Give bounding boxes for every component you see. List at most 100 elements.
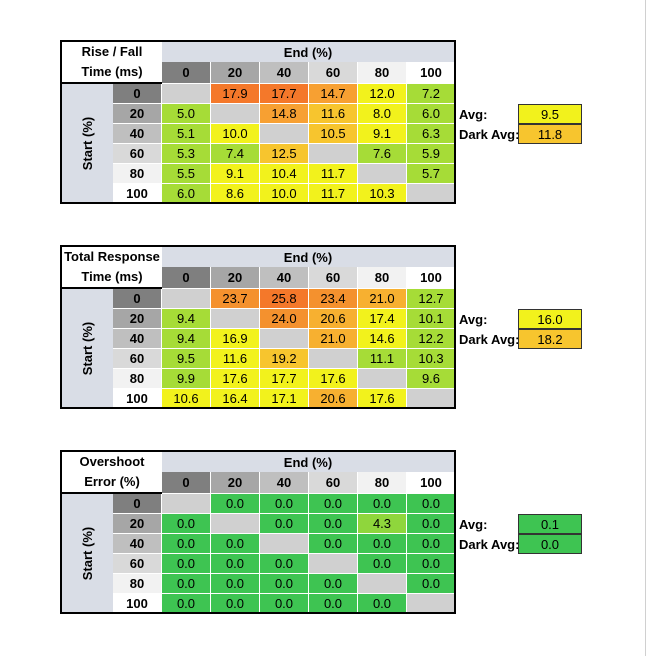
heatmap-table-1: Total Response Time (ms) End (%) 0 20 40 60 80 1… bbox=[60, 245, 582, 415]
heatmap-cell: 10.6 bbox=[162, 389, 211, 409]
heatmap-cell: 0.0 bbox=[260, 494, 309, 514]
row-header-0: 0 bbox=[113, 84, 162, 104]
heatmap-cell: 0.0 bbox=[211, 534, 260, 554]
row-header-80: 80 bbox=[113, 574, 162, 594]
row-header-100: 100 bbox=[113, 594, 162, 614]
heatmap-cell: 0.0 bbox=[309, 574, 358, 594]
column-header-40: 40 bbox=[260, 267, 309, 289]
heatmap-table-2: Overshoot Error (%) End (%) 0 20 40 60 80 100 Sta… bbox=[60, 450, 582, 620]
dark-avg-value: 11.8 bbox=[518, 124, 582, 144]
heatmap-cell: 5.5 bbox=[162, 164, 211, 184]
heatmap-cell: 6.0 bbox=[162, 184, 211, 204]
heatmap-cell bbox=[162, 84, 211, 104]
row-header-100: 100 bbox=[113, 389, 162, 409]
row-header-0: 0 bbox=[113, 494, 162, 514]
heatmap-cell: 0.0 bbox=[309, 534, 358, 554]
heatmap-cell: 17.1 bbox=[260, 389, 309, 409]
heatmap-cell: 11.7 bbox=[309, 184, 358, 204]
heatmap-cell: 0.0 bbox=[162, 534, 211, 554]
heatmap-cell bbox=[211, 514, 260, 534]
heatmap-cell: 20.6 bbox=[309, 309, 358, 329]
heatmap-cell: 17.6 bbox=[358, 389, 407, 409]
heatmap-cell: 17.6 bbox=[309, 369, 358, 389]
column-header-80: 80 bbox=[358, 472, 407, 494]
heatmap-cell: 24.0 bbox=[260, 309, 309, 329]
heatmap-cell: 12.7 bbox=[407, 289, 456, 309]
heatmap-cell: 23.7 bbox=[211, 289, 260, 309]
heatmap-cell: 9.6 bbox=[407, 369, 456, 389]
heatmap-cell bbox=[309, 144, 358, 164]
y-axis-label-text: Start (%) bbox=[80, 116, 96, 170]
column-header-0: 0 bbox=[162, 62, 211, 84]
column-header-100: 100 bbox=[407, 472, 456, 494]
heatmap-cell: 16.4 bbox=[211, 389, 260, 409]
heatmap-cell: 14.7 bbox=[309, 84, 358, 104]
heatmap-cell: 14.6 bbox=[358, 329, 407, 349]
heatmap-cell bbox=[309, 554, 358, 574]
x-axis-label: End (%) bbox=[162, 245, 456, 267]
table-title-line2: Error (%) bbox=[84, 474, 140, 489]
column-header-60: 60 bbox=[309, 472, 358, 494]
heatmap-cell: 19.2 bbox=[260, 349, 309, 369]
heatmap-cell: 0.0 bbox=[309, 594, 358, 614]
heatmap-cell: 17.7 bbox=[260, 84, 309, 104]
dark-avg-value: 18.2 bbox=[518, 329, 582, 349]
heatmap-cell: 6.0 bbox=[407, 104, 456, 124]
column-header-100: 100 bbox=[407, 267, 456, 289]
heatmap-cell: 9.4 bbox=[162, 309, 211, 329]
row-header-20: 20 bbox=[113, 104, 162, 124]
heatmap-cell: 0.0 bbox=[162, 594, 211, 614]
heatmap-cell: 0.0 bbox=[211, 494, 260, 514]
heatmap-cell: 12.0 bbox=[358, 84, 407, 104]
heatmap-cell: 0.0 bbox=[407, 494, 456, 514]
column-header-20: 20 bbox=[211, 267, 260, 289]
heatmap-cell: 0.0 bbox=[358, 534, 407, 554]
table-title-line2: Time (ms) bbox=[81, 64, 143, 79]
heatmap-cell bbox=[162, 289, 211, 309]
dark-avg-label: Dark Avg: bbox=[459, 536, 520, 552]
heatmap-cell: 0.0 bbox=[260, 514, 309, 534]
heatmap-cell: 0.0 bbox=[260, 594, 309, 614]
heatmap-cell: 11.7 bbox=[309, 164, 358, 184]
y-axis-label: Start (%) bbox=[60, 494, 113, 614]
heatmap-cell: 9.1 bbox=[211, 164, 260, 184]
row-header-80: 80 bbox=[113, 164, 162, 184]
heatmap-cell: 7.2 bbox=[407, 84, 456, 104]
heatmap-cell: 5.9 bbox=[407, 144, 456, 164]
heatmap-cell: 16.9 bbox=[211, 329, 260, 349]
column-header-60: 60 bbox=[309, 267, 358, 289]
heatmap-cell: 7.4 bbox=[211, 144, 260, 164]
x-axis-label: End (%) bbox=[162, 450, 456, 472]
column-header-40: 40 bbox=[260, 472, 309, 494]
row-header-40: 40 bbox=[113, 534, 162, 554]
heatmap-cell: 14.8 bbox=[260, 104, 309, 124]
heatmap-cell: 0.0 bbox=[211, 594, 260, 614]
heatmap-cell: 20.6 bbox=[309, 389, 358, 409]
heatmap-cell: 6.3 bbox=[407, 124, 456, 144]
heatmap-cell: 7.6 bbox=[358, 144, 407, 164]
heatmap-cell: 0.0 bbox=[407, 574, 456, 594]
heatmap-cell: 0.0 bbox=[260, 574, 309, 594]
heatmap-cell: 10.4 bbox=[260, 164, 309, 184]
heatmap-cell: 10.3 bbox=[407, 349, 456, 369]
heatmap-cell: 10.0 bbox=[260, 184, 309, 204]
heatmap-cell: 17.7 bbox=[260, 369, 309, 389]
dark-avg-value: 0.0 bbox=[518, 534, 582, 554]
heatmap-cell: 17.9 bbox=[211, 84, 260, 104]
y-axis-label: Start (%) bbox=[60, 84, 113, 204]
heatmap-cell bbox=[260, 534, 309, 554]
heatmap-cell: 9.1 bbox=[358, 124, 407, 144]
column-header-80: 80 bbox=[358, 267, 407, 289]
heatmap-cell: 0.0 bbox=[358, 594, 407, 614]
heatmap-cell: 17.4 bbox=[358, 309, 407, 329]
heatmap-cell: 5.7 bbox=[407, 164, 456, 184]
column-header-20: 20 bbox=[211, 472, 260, 494]
avg-label: Avg: bbox=[459, 516, 488, 532]
y-axis-label: Start (%) bbox=[60, 289, 113, 409]
heatmap-cell bbox=[162, 494, 211, 514]
heatmap-cell bbox=[407, 184, 456, 204]
heatmap-cell: 4.3 bbox=[358, 514, 407, 534]
row-header-40: 40 bbox=[113, 329, 162, 349]
heatmap-cell bbox=[407, 389, 456, 409]
heatmap-cell: 0.0 bbox=[211, 554, 260, 574]
